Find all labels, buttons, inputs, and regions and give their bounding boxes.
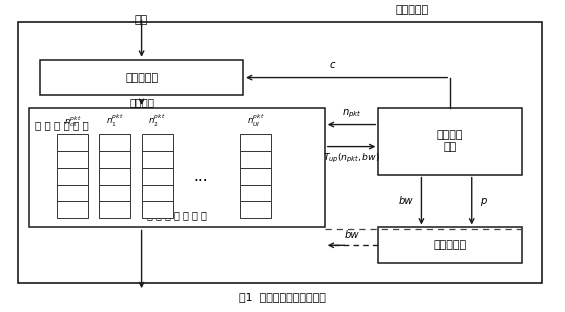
Text: ...: ... <box>193 169 208 184</box>
Text: 文件: 文件 <box>135 15 148 25</box>
Text: bw: bw <box>398 196 413 206</box>
Bar <box>379 108 522 175</box>
Bar <box>57 168 88 185</box>
Bar <box>40 60 243 95</box>
Bar <box>57 201 88 218</box>
Bar <box>99 185 131 201</box>
Bar <box>57 185 88 201</box>
Bar <box>379 227 522 263</box>
Text: p: p <box>480 196 486 206</box>
Text: $T_{up}(n_{pkt}, bw)$: $T_{up}(n_{pkt}, bw)$ <box>323 152 380 165</box>
Text: 编码符号: 编码符号 <box>129 97 154 107</box>
Text: 参数控制
单元: 参数控制 单元 <box>437 130 463 152</box>
Text: 图1  所提混合存储系统框架: 图1 所提混合存储系统框架 <box>239 292 326 302</box>
Text: c: c <box>330 60 336 70</box>
Bar <box>18 22 542 283</box>
Bar <box>142 168 172 185</box>
Bar <box>142 201 172 218</box>
Text: bw: bw <box>344 230 359 240</box>
Text: 喷泉编码器: 喷泉编码器 <box>125 73 158 83</box>
Bar <box>57 151 88 168</box>
Bar <box>240 151 271 168</box>
Bar <box>142 151 172 168</box>
Text: $n_2^{pkt}$: $n_2^{pkt}$ <box>148 112 166 129</box>
Bar <box>240 168 271 185</box>
Bar <box>142 134 172 151</box>
Bar <box>99 201 131 218</box>
Text: $n_{UI}^{pkt}$: $n_{UI}^{pkt}$ <box>247 112 264 129</box>
Text: 编 码 符 号 数 据 包: 编 码 符 号 数 据 包 <box>147 211 207 221</box>
Text: $n_{pkt}$: $n_{pkt}$ <box>342 107 362 119</box>
Text: 上 传 调 度 程 序: 上 传 调 度 程 序 <box>34 120 88 130</box>
Text: $n_{cs}^{pkt}$: $n_{cs}^{pkt}$ <box>64 114 81 129</box>
Text: $n_1^{pkt}$: $n_1^{pkt}$ <box>106 112 124 129</box>
Bar <box>142 185 172 201</box>
Bar <box>57 134 88 151</box>
Text: 节点管理器: 节点管理器 <box>433 240 467 250</box>
Bar <box>99 151 131 168</box>
Bar <box>99 134 131 151</box>
Text: 所设计系统: 所设计系统 <box>396 5 428 15</box>
Bar <box>240 134 271 151</box>
Bar <box>99 168 131 185</box>
Bar <box>29 108 325 227</box>
Bar <box>240 185 271 201</box>
Bar <box>240 201 271 218</box>
